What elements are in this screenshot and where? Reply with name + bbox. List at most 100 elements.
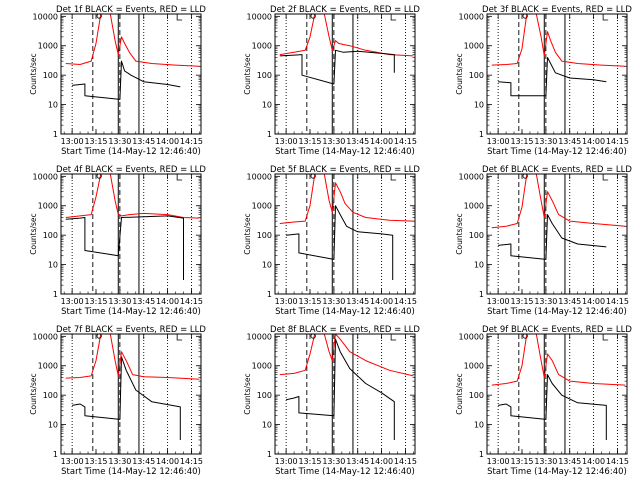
panel-5-xtick-label-1400: 14:00: [370, 297, 393, 306]
panel-4-xtick-label-1315: 13:15: [84, 297, 107, 306]
panel-3-title: Det 3f BLACK = Events, RED = LLD: [482, 5, 632, 15]
panel-7-saa-circle-marker: [96, 333, 102, 339]
panel-4-ytick-label-10: 10: [48, 261, 58, 270]
panel-6-ytick-label-10: 10: [474, 261, 484, 270]
panel-9-xtick-label-1300: 13:00: [487, 457, 510, 466]
panel-4-xtick-label-1300: 13:00: [61, 297, 84, 306]
panel-5-ytick-label-10000: 10000: [247, 172, 272, 181]
panel-1-bracket-marker: [176, 14, 183, 21]
panel-7-xtick-label-1330: 13:30: [108, 457, 131, 466]
panel-9-xtick-label-1345: 13:45: [558, 457, 581, 466]
panel-2-ylabel: Counts/sec: [243, 53, 252, 94]
panel-2-title: Det 2f BLACK = Events, RED = LLD: [270, 5, 420, 15]
panel-6-axes-frame: [486, 173, 628, 295]
panel-4-ytick-label-100: 100: [43, 231, 58, 240]
panel-9-title: Det 9f BLACK = Events, RED = LLD: [482, 325, 632, 335]
panel-9-xlabel: Start Time (14-May-12 12:46:40): [487, 467, 627, 477]
panel-6-series-group: [491, 174, 626, 260]
panel-3-ytick-label-1: 1: [479, 130, 484, 139]
panel-9-lld-series-line: [491, 334, 626, 386]
panel-5-xtick-label-1330: 13:30: [322, 297, 345, 306]
panel-3-ytick-label-100: 100: [469, 71, 484, 80]
panel-3-xtick-label-1330: 13:30: [534, 137, 557, 146]
panel-3-saa-circle-marker: [522, 13, 528, 19]
panel-1-series-group: [65, 14, 200, 100]
panel-4-bracket-marker: [176, 174, 183, 181]
panel-6-xtick-label-1330: 13:30: [534, 297, 557, 306]
panel-5-axes-frame: [274, 173, 416, 295]
panel-9-xtick-label-1330: 13:30: [534, 457, 557, 466]
panel-8-xlabel: Start Time (14-May-12 12:46:40): [275, 467, 415, 477]
panel-4-ylabel: Counts/sec: [29, 213, 38, 254]
panel-6-ytick-label-1000: 1000: [464, 202, 484, 211]
panel-8-xtick-label-1345: 13:45: [346, 457, 369, 466]
panel-7-xlabel: Start Time (14-May-12 12:46:40): [61, 467, 201, 477]
panel-4-xtick-label-1400: 14:00: [156, 297, 179, 306]
panel-3-xtick-label-1400: 14:00: [582, 137, 605, 146]
panel-5-lld-series-line: [279, 174, 414, 224]
panel-8-ylabel: Counts/sec: [243, 373, 252, 414]
panel-8-xtick-label-1415: 14:15: [394, 457, 417, 466]
panel-3-ytick-label-10: 10: [474, 101, 484, 110]
panel-5-ytick-label-1000: 1000: [252, 202, 272, 211]
panel-7-ylabel: Counts/sec: [29, 373, 38, 414]
panel-4-ytick-label-1000: 1000: [38, 202, 58, 211]
panel-5-bracket-marker: [390, 174, 397, 181]
panel-1-xtick-label-1345: 13:45: [132, 137, 155, 146]
panel-2-xtick-label-1400: 14:00: [370, 137, 393, 146]
panel-3-xtick-label-1415: 14:15: [606, 137, 629, 146]
panel-2-ytick-label-100: 100: [257, 71, 272, 80]
panel-7-xtick-label-1345: 13:45: [132, 457, 155, 466]
panel-7-ytick-label-1: 1: [53, 450, 58, 459]
panel-1-xtick-label-1415: 14:15: [180, 137, 203, 146]
panel-6-ytick-label-1: 1: [479, 290, 484, 299]
panel-1-group: 1 10 100 1000 10000 13:00 13:15 13:30 13:45 14:00…: [29, 5, 206, 157]
panel-2-xtick-label-1315: 13:15: [298, 137, 321, 146]
panel-8-xtick-label-1400: 14:00: [370, 457, 393, 466]
panel-4-ytick-label-1: 1: [53, 290, 58, 299]
panel-2-ytick-label-1000: 1000: [252, 42, 272, 51]
panel-8-ytick-label-10000: 10000: [247, 332, 272, 341]
panel-2-xtick-label-1300: 13:00: [275, 137, 298, 146]
panel-3-ytick-label-1000: 1000: [464, 42, 484, 51]
panel-9-series-group: [491, 334, 626, 440]
panel-8-axes-frame: [274, 333, 416, 455]
panel-7-group: 1 10 100 1000 10000 13:00 13:15 13:30 13:45 14:00…: [29, 325, 206, 477]
panel-6-xtick-label-1300: 13:00: [487, 297, 510, 306]
panel-9-events-series-line: [498, 374, 607, 440]
panel-6-xtick-label-1415: 14:15: [606, 297, 629, 306]
panel-2-xlabel: Start Time (14-May-12 12:46:40): [275, 147, 415, 157]
panel-3-bracket-marker: [602, 14, 609, 21]
panel-1-lld-series-line: [65, 14, 200, 67]
panel-4-lld-series-line: [65, 174, 200, 219]
panel-1-axes-frame: [60, 13, 202, 135]
panel-8-title: Det 8f BLACK = Events, RED = LLD: [270, 325, 420, 335]
panel-5-xtick-label-1300: 13:00: [275, 297, 298, 306]
panel-8-xtick-label-1300: 13:00: [275, 457, 298, 466]
panel-9-ytick-label-10: 10: [474, 421, 484, 430]
panel-7-series-group: [65, 334, 200, 440]
panel-2-series-group: [279, 14, 414, 85]
panel-7-ytick-label-1000: 1000: [38, 362, 58, 371]
panel-1-ytick-label-10000: 10000: [33, 12, 58, 21]
panel-8-ytick-label-10: 10: [262, 421, 272, 430]
panel-8-events-series-line: [285, 338, 395, 440]
panel-3-ytick-label-10000: 10000: [459, 12, 484, 21]
panel-5-ytick-label-10: 10: [262, 261, 272, 270]
panel-1-events-series-line: [72, 60, 181, 100]
panel-9-ytick-label-100: 100: [469, 391, 484, 400]
panel-5-title: Det 5f BLACK = Events, RED = LLD: [270, 165, 420, 175]
panel-6-lld-series-line: [491, 174, 626, 229]
panel-2-axes-frame: [274, 13, 416, 135]
panel-9-ytick-label-1000: 1000: [464, 362, 484, 371]
panel-8-ytick-label-100: 100: [257, 391, 272, 400]
panel-3-group: 1 10 100 1000 10000 13:00 13:15 13:30 13:45 14:00…: [455, 5, 632, 157]
panel-3-xtick-label-1300: 13:00: [487, 137, 510, 146]
panel-7-title: Det 7f BLACK = Events, RED = LLD: [56, 325, 206, 335]
panel-5-xlabel: Start Time (14-May-12 12:46:40): [275, 307, 415, 317]
panel-6-ytick-label-100: 100: [469, 231, 484, 240]
panel-6-ylabel: Counts/sec: [455, 213, 464, 254]
panel-7-xtick-label-1415: 14:15: [180, 457, 203, 466]
panel-7-xtick-label-1400: 14:00: [156, 457, 179, 466]
panel-7-axes-frame: [60, 333, 202, 455]
